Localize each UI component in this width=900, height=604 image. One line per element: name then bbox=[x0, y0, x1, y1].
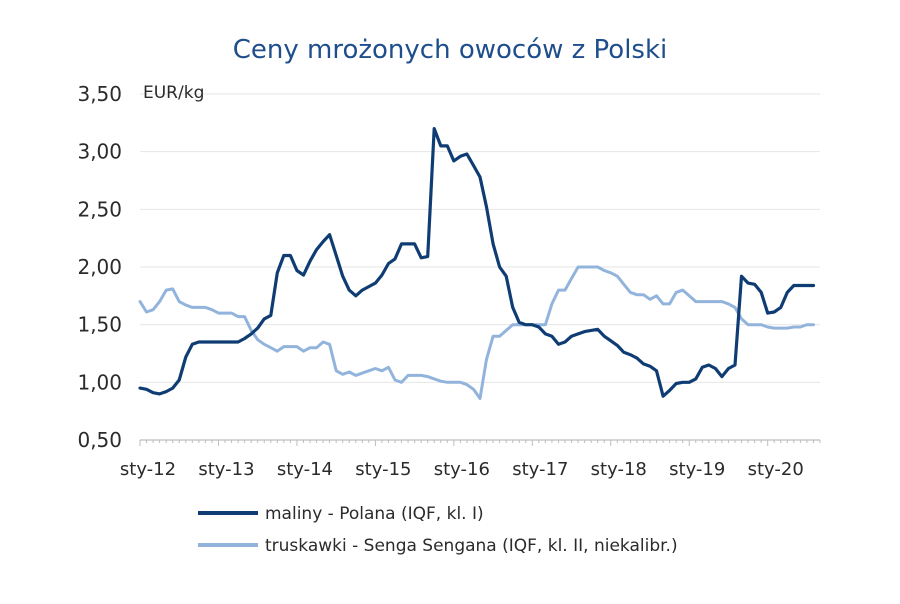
y-tick-label: 1,00 bbox=[77, 370, 122, 394]
y-tick-label: 2,00 bbox=[77, 255, 122, 279]
x-tick-label: sty-18 bbox=[591, 459, 647, 480]
x-tick-label: sty-16 bbox=[434, 459, 490, 480]
y-tick-label: 0,50 bbox=[77, 428, 122, 452]
series-lines bbox=[138, 127, 816, 400]
x-tick-label: sty-13 bbox=[198, 459, 254, 480]
y-tick-label: 3,50 bbox=[77, 82, 122, 106]
x-tick-label: sty-15 bbox=[355, 459, 411, 480]
series-line-truskawki bbox=[138, 265, 815, 400]
x-tick-label: sty-12 bbox=[120, 459, 176, 480]
y-axis: 0,50 1,00 1,50 2,00 2,50 3,00 3,50 bbox=[77, 82, 122, 452]
legend-label-truskawki: truskawki - Senga Sengana (IQF, kl. II, … bbox=[265, 536, 678, 556]
y-tick-label: 1,50 bbox=[77, 313, 122, 337]
x-tick-label: sty-20 bbox=[748, 459, 804, 480]
x-tick-label: sty-19 bbox=[669, 459, 725, 480]
x-axis: sty-12 sty-13 sty-14 sty-15 sty-16 sty-17 sty-… bbox=[120, 439, 821, 480]
x-tick-label: sty-14 bbox=[277, 459, 333, 480]
series-line-maliny bbox=[138, 127, 816, 398]
y-axis-unit-label: EUR/kg bbox=[143, 83, 204, 103]
legend-label-maliny: maliny - Polana (IQF, kl. I) bbox=[265, 504, 484, 524]
gridlines bbox=[140, 93, 820, 383]
x-tick-label: sty-17 bbox=[512, 459, 568, 480]
y-tick-label: 3,00 bbox=[77, 140, 122, 164]
y-tick-label: 2,50 bbox=[77, 197, 122, 221]
chart-title: Ceny mrożonych owoców z Polski bbox=[233, 35, 668, 65]
legend: maliny - Polana (IQF, kl. I) truskawki -… bbox=[198, 504, 678, 556]
